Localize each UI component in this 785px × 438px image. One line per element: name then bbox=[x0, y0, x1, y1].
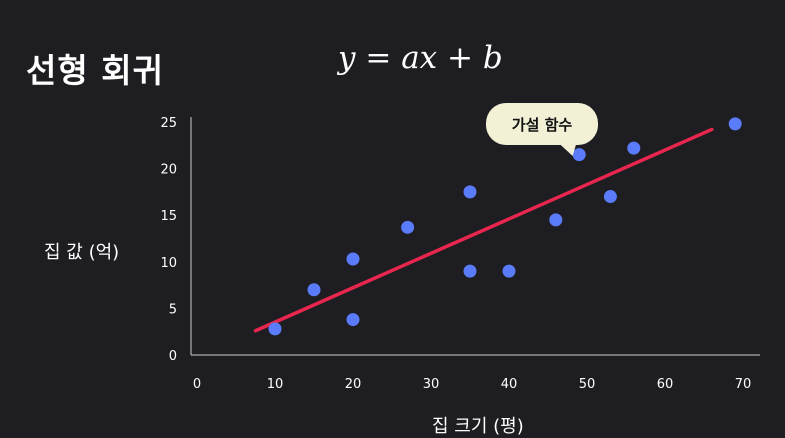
data-point bbox=[549, 213, 563, 227]
y-tick-label: 15 bbox=[160, 209, 177, 224]
y-axis-label: 집 값 (억) bbox=[44, 242, 120, 263]
data-point bbox=[268, 322, 282, 336]
x-tick-label: 50 bbox=[579, 377, 596, 392]
data-point bbox=[728, 117, 742, 131]
y-tick-label: 5 bbox=[169, 302, 177, 317]
data-point bbox=[346, 252, 360, 266]
formula: y = ax + b bbox=[338, 40, 503, 76]
data-point bbox=[401, 220, 415, 234]
x-tick-label: 0 bbox=[193, 377, 201, 392]
hypothesis-line bbox=[253, 127, 714, 333]
data-point bbox=[627, 141, 641, 155]
x-tick-label: 20 bbox=[345, 377, 362, 392]
x-tick-label: 30 bbox=[423, 377, 440, 392]
x-tick-label: 70 bbox=[735, 377, 752, 392]
y-tick-label: 20 bbox=[160, 163, 177, 178]
data-point bbox=[572, 148, 586, 162]
y-tick-label: 25 bbox=[160, 116, 177, 131]
x-axis-label: 집 크기 (평) bbox=[432, 416, 524, 437]
data-point bbox=[463, 264, 477, 278]
x-tick-label: 40 bbox=[501, 377, 518, 392]
data-point bbox=[346, 313, 360, 327]
y-tick-label: 0 bbox=[169, 349, 177, 364]
page-title: 선형 회귀 bbox=[26, 51, 164, 90]
data-point bbox=[463, 185, 477, 199]
x-tick-label: 10 bbox=[267, 377, 284, 392]
y-tick-label: 10 bbox=[160, 256, 177, 271]
data-point bbox=[502, 264, 516, 278]
x-tick-label: 60 bbox=[657, 377, 674, 392]
data-point bbox=[307, 283, 321, 297]
hypothesis-callout: 가설 함수 bbox=[486, 103, 598, 145]
data-point bbox=[603, 190, 617, 204]
